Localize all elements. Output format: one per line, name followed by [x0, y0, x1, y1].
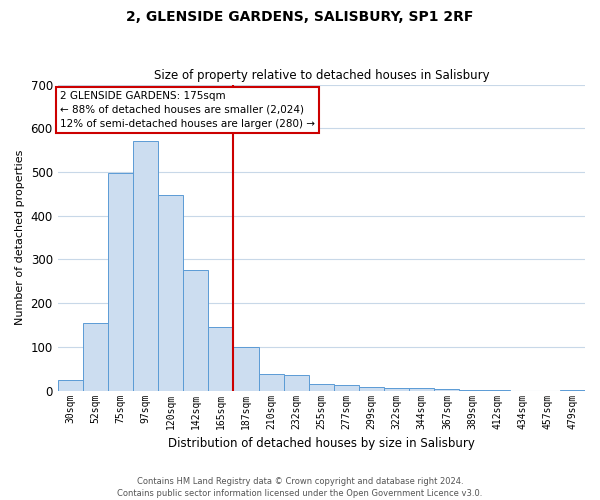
Bar: [58, 380, 83, 390]
Bar: [83, 323, 108, 390]
Text: 2, GLENSIDE GARDENS, SALISBURY, SP1 2RF: 2, GLENSIDE GARDENS, SALISBURY, SP1 2RF: [127, 10, 473, 24]
Text: Contains HM Land Registry data © Crown copyright and database right 2024.
Contai: Contains HM Land Registry data © Crown c…: [118, 476, 482, 498]
Bar: [384, 388, 409, 390]
Bar: [309, 384, 334, 390]
Bar: [284, 376, 309, 390]
Bar: [259, 374, 284, 390]
Bar: [409, 388, 434, 390]
Bar: [334, 386, 359, 390]
Text: 2 GLENSIDE GARDENS: 175sqm
← 88% of detached houses are smaller (2,024)
12% of s: 2 GLENSIDE GARDENS: 175sqm ← 88% of deta…: [61, 90, 316, 128]
Bar: [108, 174, 133, 390]
Title: Size of property relative to detached houses in Salisbury: Size of property relative to detached ho…: [154, 69, 489, 82]
Bar: [233, 347, 259, 391]
Y-axis label: Number of detached properties: Number of detached properties: [15, 150, 25, 326]
Bar: [158, 194, 183, 390]
X-axis label: Distribution of detached houses by size in Salisbury: Distribution of detached houses by size …: [168, 437, 475, 450]
Bar: [133, 142, 158, 390]
Bar: [359, 387, 384, 390]
Bar: [183, 270, 208, 390]
Bar: [208, 327, 233, 390]
